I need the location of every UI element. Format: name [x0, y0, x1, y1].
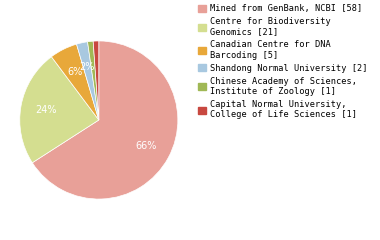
Wedge shape — [32, 41, 178, 199]
Wedge shape — [93, 41, 99, 120]
Wedge shape — [20, 57, 99, 163]
Legend: Mined from GenBank, NCBI [58], Centre for Biodiversity
Genomics [21], Canadian C: Mined from GenBank, NCBI [58], Centre fo… — [198, 4, 368, 119]
Text: 24%: 24% — [35, 105, 57, 115]
Wedge shape — [87, 41, 99, 120]
Text: 2%: 2% — [80, 62, 95, 72]
Wedge shape — [51, 44, 99, 120]
Text: 6%: 6% — [67, 67, 82, 77]
Text: 66%: 66% — [135, 141, 157, 151]
Wedge shape — [76, 42, 99, 120]
